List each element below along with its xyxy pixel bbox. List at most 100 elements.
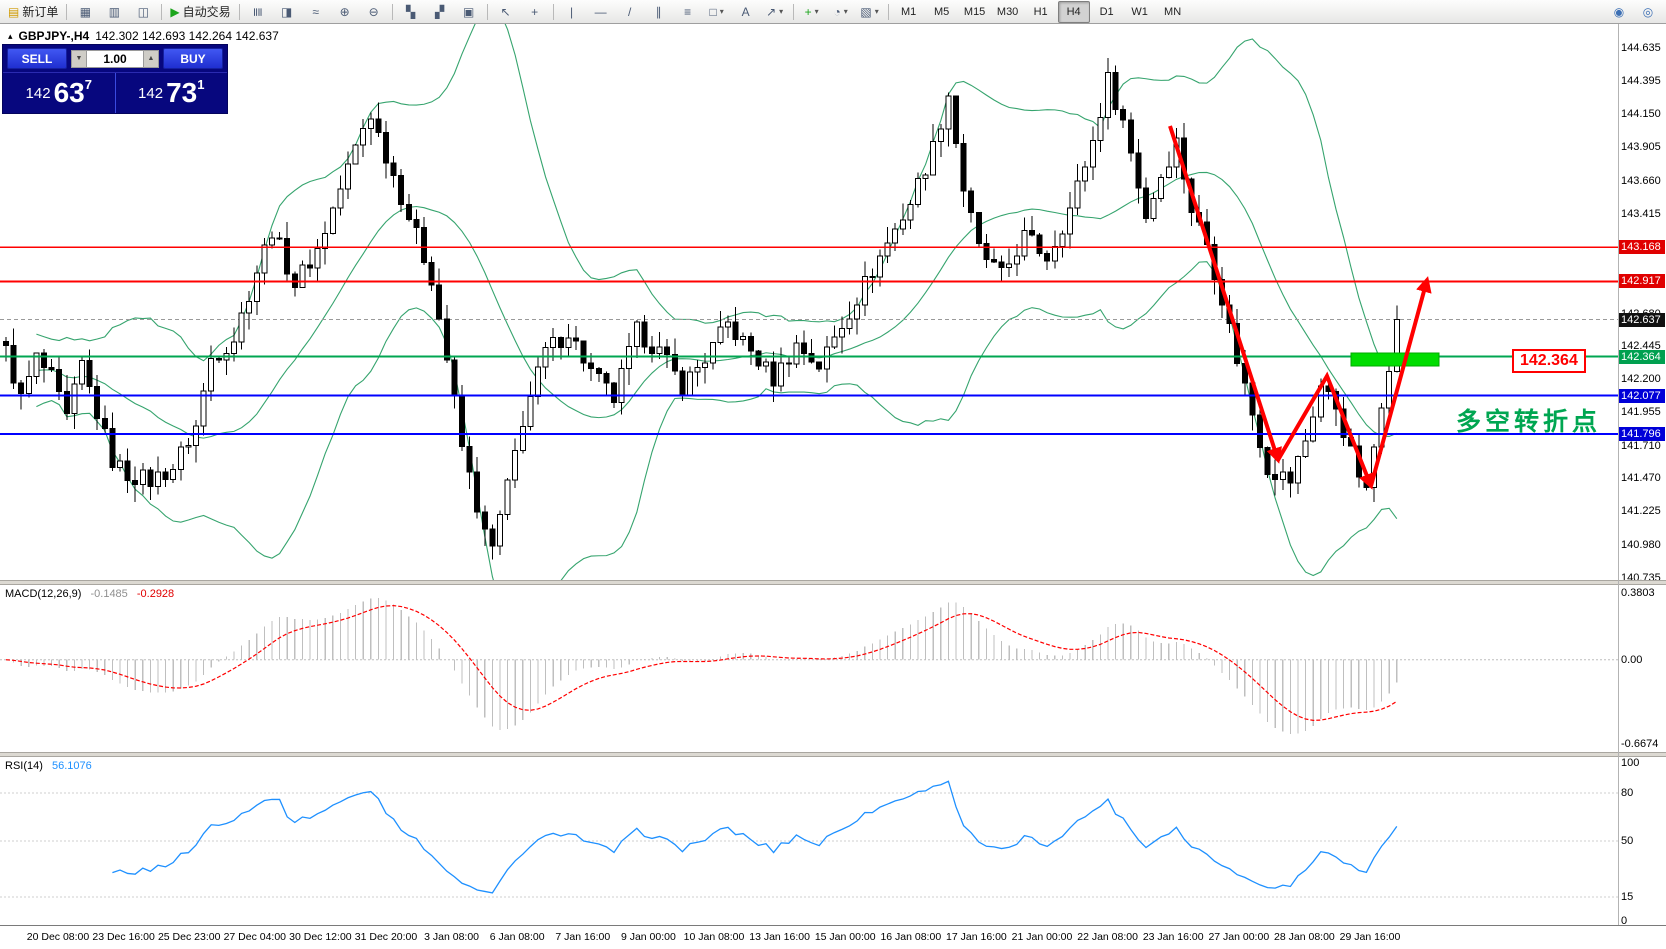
indicators-button[interactable]: + ▾: [798, 1, 826, 23]
macd-label: MACD(12,26,9) -0.1485 -0.2928: [5, 588, 174, 600]
zoom-in-button[interactable]: ⊕: [331, 1, 359, 23]
price-tick: 141.470: [1621, 472, 1661, 485]
ohlc-values: 142.302 142.693 142.264 142.637: [95, 29, 279, 43]
sell-price-display[interactable]: 142 63 7: [3, 73, 115, 113]
trendline-button[interactable]: /: [616, 1, 644, 23]
panel-splitter[interactable]: [0, 752, 1666, 757]
time-label: 20 Dec 08:00: [26, 931, 90, 943]
ask-pips: 73: [166, 77, 198, 108]
timeframe-mn-button[interactable]: MN: [1164, 5, 1182, 18]
rsi-chart[interactable]: [0, 757, 1666, 925]
arrow-objects-button[interactable]: ↗ ▾: [761, 1, 789, 23]
price-callout-box[interactable]: 142.364: [1512, 349, 1586, 373]
timeframe-m1-button[interactable]: M1: [900, 5, 917, 18]
time-label: 13 Jan 16:00: [749, 931, 810, 943]
rsi-scale-label: 50: [1621, 835, 1634, 847]
timeframe-m30-button[interactable]: M30: [996, 5, 1019, 18]
tile-windows-button[interactable]: ▚: [397, 1, 425, 23]
cascade-windows-button[interactable]: ▞: [426, 1, 454, 23]
arrow-objects-icon: ↗: [766, 4, 777, 19]
buy-price-display[interactable]: 142 73 1: [116, 73, 228, 113]
time-label: 7 Jan 16:00: [555, 931, 611, 943]
price-tick: 140.980: [1621, 538, 1661, 551]
periods-button[interactable]: ◔ ▾: [827, 1, 855, 23]
community-icon-button[interactable]: ◉: [1605, 1, 1633, 23]
buy-button[interactable]: BUY: [163, 48, 223, 69]
terminal-button[interactable]: ◫: [129, 1, 157, 23]
volume-down-button[interactable]: ▼: [71, 49, 87, 68]
time-axis[interactable]: 20 Dec 08:00 23 Dec 16:00 25 Dec 23:00 27 D…: [0, 925, 1666, 949]
indicators-icon: +: [804, 4, 812, 19]
chevron-down-icon: ▾: [843, 7, 848, 16]
rsi-scale-label: 15: [1621, 891, 1634, 903]
macd-chart[interactable]: [0, 585, 1666, 752]
volume-input[interactable]: 1.00: [87, 49, 143, 68]
time-label: 22 Jan 08:00: [1077, 931, 1138, 943]
line-chart-icon: ≈: [312, 4, 319, 19]
macd-signal-value: -0.2928: [136, 588, 175, 600]
fibonacci-button[interactable]: ≡: [674, 1, 702, 23]
templates-button[interactable]: ▧ ▾: [856, 1, 884, 23]
panel-splitter[interactable]: [0, 580, 1666, 585]
new-order-button-label: 新订单: [22, 5, 59, 19]
vertical-line-button[interactable]: |: [558, 1, 586, 23]
chevron-down-icon: ▾: [779, 7, 784, 16]
price-line-badge: 141.796: [1619, 426, 1665, 441]
ask-integer: 142: [138, 84, 164, 102]
new-order-button[interactable]: ▤ 新订单: [4, 1, 62, 23]
crosshair-button[interactable]: +: [521, 1, 549, 23]
collapse-triangle-icon[interactable]: ▴: [8, 30, 13, 41]
price-tick: 141.710: [1621, 439, 1661, 452]
navigator-button[interactable]: ▥: [100, 1, 128, 23]
price-tick: 144.395: [1621, 74, 1661, 87]
macd-scale-zero: 0.00: [1621, 653, 1643, 666]
timeframe-h4-button[interactable]: H4: [1057, 0, 1090, 23]
auto-trading-button-label: 自动交易: [182, 5, 231, 19]
zoom-out-button[interactable]: ⊖: [360, 1, 388, 23]
chart-window: ▴ GBPJPY-,H4 142.302 142.693 142.264 142…: [0, 24, 1666, 949]
time-label: 23 Jan 16:00: [1142, 931, 1204, 943]
cursor-button[interactable]: ↖: [492, 1, 520, 23]
macd-main-value: -0.1485: [90, 588, 128, 600]
line-chart-button[interactable]: ≈: [302, 1, 330, 23]
text-button[interactable]: A: [732, 1, 760, 23]
toolbar-separator: [66, 3, 68, 20]
timeframe-w1-button[interactable]: W1: [1131, 5, 1148, 18]
timeframe-m15-button[interactable]: M15: [963, 5, 986, 18]
fibonacci-icon: ≡: [684, 4, 692, 19]
new-order-icon: ▤: [8, 4, 20, 19]
timeframe-h1-button[interactable]: H1: [1033, 5, 1048, 18]
sell-button[interactable]: SELL: [7, 48, 67, 69]
price-tick: 140.735: [1621, 572, 1661, 580]
timeframe-d1-button[interactable]: D1: [1099, 5, 1114, 18]
timeframe-m5-button[interactable]: M5: [933, 5, 950, 18]
toolbar-separator: [486, 3, 488, 20]
annotation-text[interactable]: 多空转折点: [1456, 408, 1602, 436]
arrange-windows-button[interactable]: ▣: [455, 1, 483, 23]
horizontal-line-button[interactable]: —: [587, 1, 615, 23]
chevron-down-icon: ▾: [719, 7, 724, 16]
price-chart[interactable]: [0, 24, 1666, 580]
time-label: 17 Jan 16:00: [946, 931, 1007, 943]
zoom-in-icon: ⊕: [339, 4, 350, 19]
time-label: 27 Jan 00:00: [1208, 931, 1270, 943]
search-icon-button[interactable]: ◎: [1634, 1, 1662, 23]
time-label: 15 Jan 00:00: [814, 931, 876, 943]
symbol-name: GBPJPY-,H4: [18, 29, 90, 43]
bar-chart-button[interactable]: ≣: [244, 1, 272, 23]
channel-button[interactable]: ∥: [645, 1, 673, 23]
bid-pipette: 7: [84, 77, 92, 92]
toolbar: ▤ 新订单 ▦ ▥ ◫ ▶ 自动交易 ≣ ◨ ≈ ⊕ ⊖ ▚ ▞ ▣ ↖ + | — / ∥ ≡ □ ▾ A ↗ ▾ + ▾ ◔ ▾ ▧ ▾ M1…: [0, 0, 1666, 24]
cursor-icon: ↖: [500, 4, 511, 19]
volume-up-button[interactable]: ▲: [143, 49, 159, 68]
one-click-trading-panel: SELL ▼ 1.00 ▲ BUY 142 63 7: [2, 44, 228, 114]
shapes-button[interactable]: □ ▾: [703, 1, 731, 23]
macd-scale-max: 0.3803: [1621, 587, 1655, 599]
candle-chart-button[interactable]: ◨: [273, 1, 301, 23]
price-tick: 141.955: [1621, 406, 1661, 419]
time-label: 3 Jan 08:00: [424, 931, 480, 943]
market-watch-button[interactable]: ▦: [71, 1, 99, 23]
crosshair-icon: +: [531, 4, 539, 19]
auto-trading-button[interactable]: ▶ 自动交易: [166, 1, 234, 23]
